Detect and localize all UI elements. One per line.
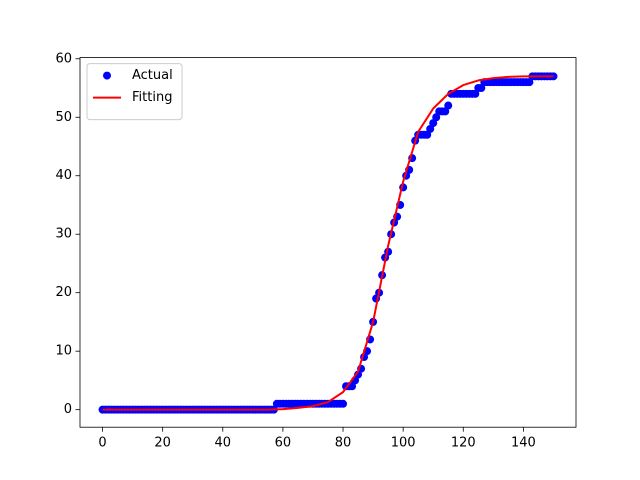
legend-label: Fitting	[132, 90, 172, 105]
fit-line	[102, 75, 554, 411]
y-tick-label: 60	[55, 51, 72, 66]
x-tick-label: 100	[391, 436, 416, 451]
plot-frame	[79, 57, 577, 428]
x-tick-label: 60	[275, 436, 292, 451]
legend-box	[86, 63, 183, 121]
data-point	[339, 399, 348, 408]
x-tick-label: 140	[511, 436, 536, 451]
y-tick-label: 10	[55, 344, 72, 359]
x-tick-label: 120	[451, 436, 476, 451]
x-tick-label: 40	[215, 436, 232, 451]
legend-label: Actual	[132, 68, 173, 83]
data-point	[444, 101, 453, 110]
y-tick-label: 30	[55, 227, 72, 242]
x-tick-label: 20	[154, 436, 171, 451]
y-tick-label: 50	[55, 110, 72, 125]
y-tick-label: 0	[64, 402, 72, 417]
x-tick-label: 0	[98, 436, 106, 451]
y-tick-label: 20	[55, 285, 72, 300]
y-tick-label: 40	[55, 168, 72, 183]
legend-marker	[103, 71, 111, 80]
x-tick-label: 80	[335, 436, 352, 451]
